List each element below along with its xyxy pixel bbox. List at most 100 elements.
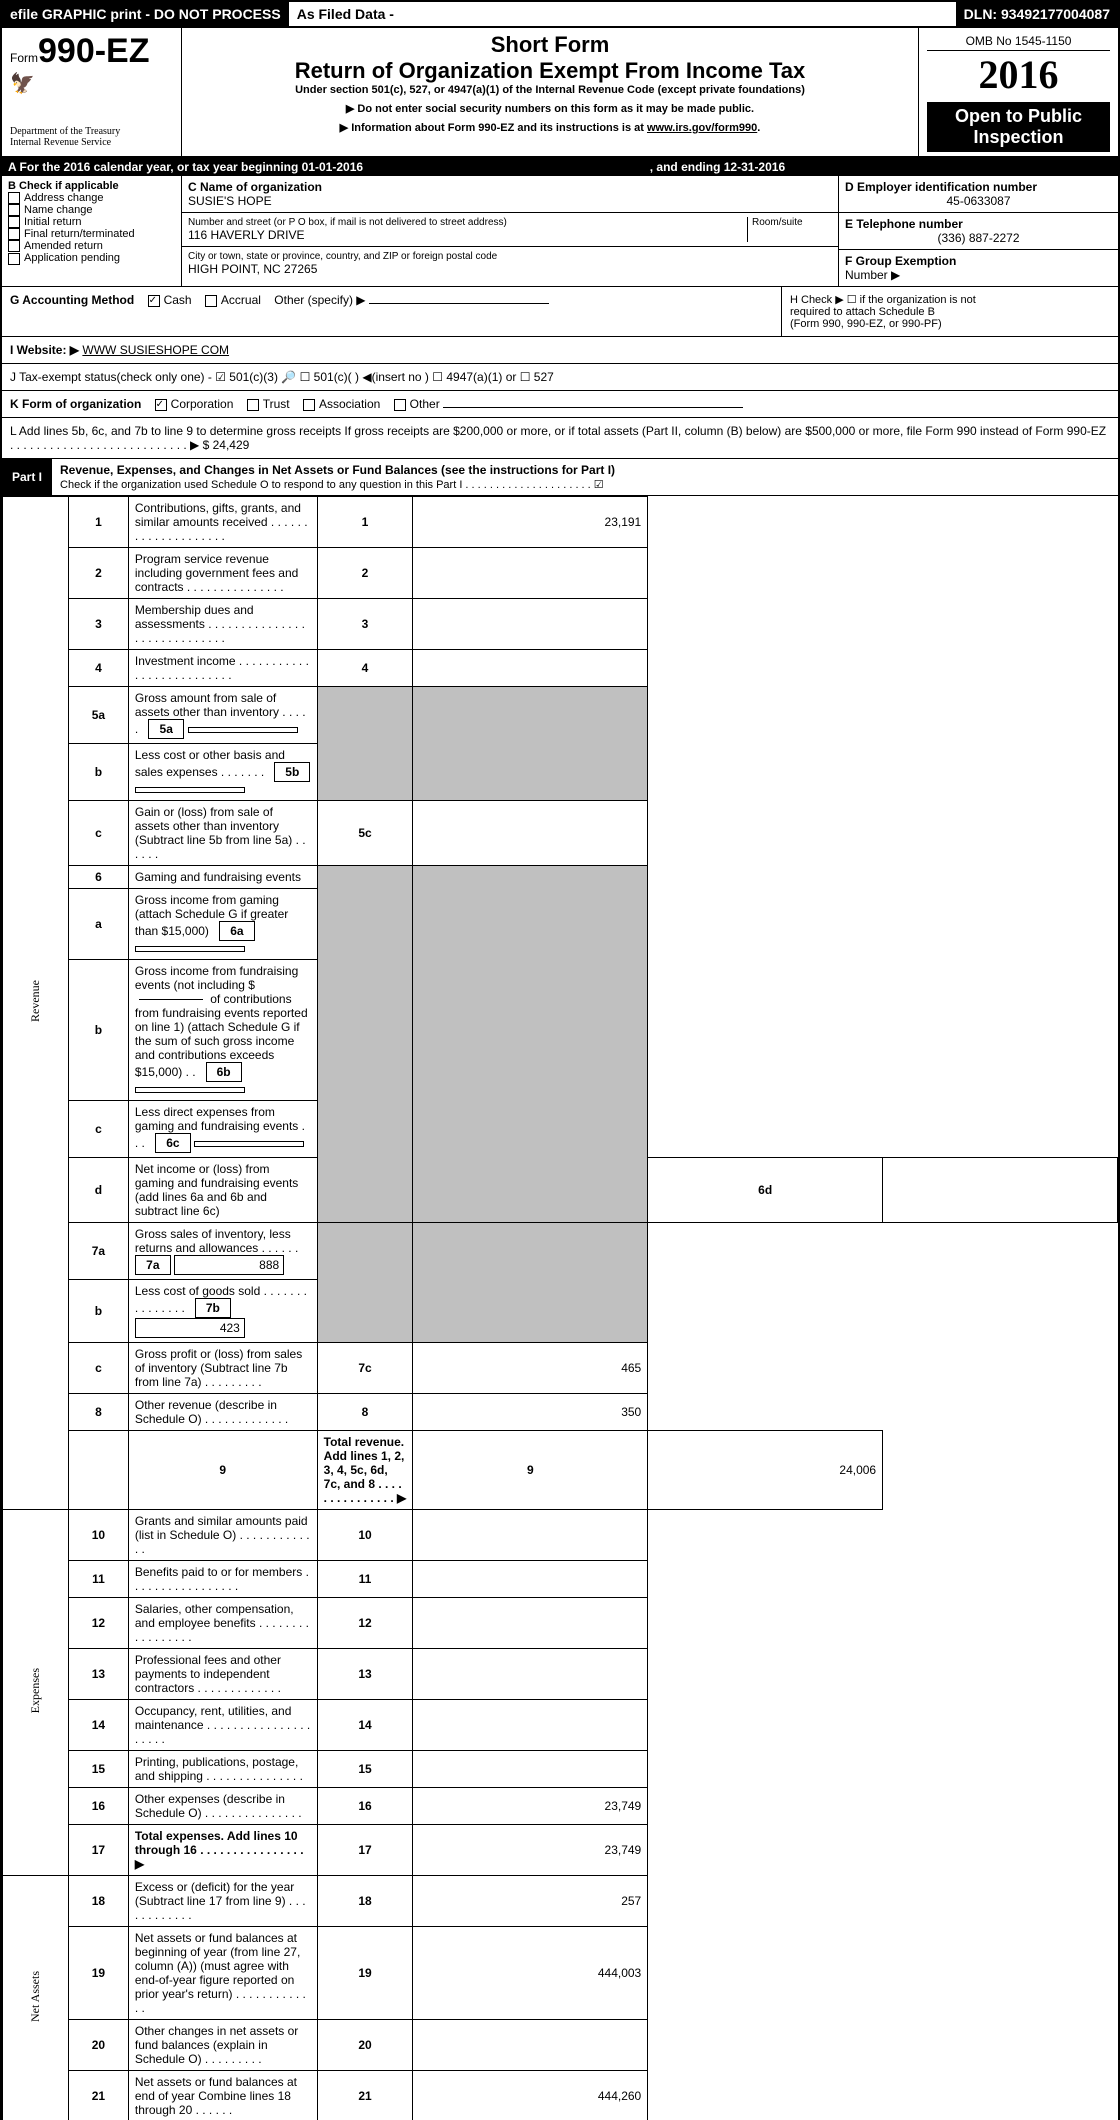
line-6-desc: Gaming and fundraising events: [128, 866, 317, 889]
street-label: Number and street (or P O box, if mail i…: [188, 217, 747, 228]
instruction-2: ▶ Information about Form 990-EZ and its …: [190, 121, 910, 134]
f-label: F Group Exemption: [845, 254, 956, 268]
org-name: SUSIE'S HOPE: [188, 194, 832, 208]
g-label: G Accounting Method: [10, 293, 134, 307]
i-label: I Website: ▶: [10, 343, 79, 357]
line-13-desc: Professional fees and other payments to …: [128, 1649, 317, 1700]
line-7c-desc: Gross profit or (loss) from sales of inv…: [128, 1343, 317, 1394]
dln-label: DLN: 93492177004087: [956, 2, 1118, 26]
ein-value: 45-0633087: [845, 194, 1112, 208]
return-title: Return of Organization Exempt From Incom…: [190, 58, 910, 84]
form-990ez-page: efile GRAPHIC print - DO NOT PROCESS As …: [0, 0, 1120, 2120]
line-5c-desc: Gain or (loss) from sale of assets other…: [128, 801, 317, 866]
top-bar: efile GRAPHIC print - DO NOT PROCESS As …: [2, 2, 1118, 28]
cb-association[interactable]: [303, 399, 315, 411]
cb-final-return[interactable]: [8, 228, 20, 240]
h-box: H Check ▶ ☐ if the organization is not r…: [781, 287, 1118, 336]
k-other-input[interactable]: [443, 407, 743, 408]
eagle-icon: 🦅: [10, 71, 173, 96]
g-other-input[interactable]: [369, 303, 549, 304]
form-number-text: 990-EZ: [38, 32, 150, 70]
efile-label: efile GRAPHIC print - DO NOT PROCESS: [2, 2, 289, 26]
room-label: Room/suite: [747, 217, 832, 242]
form-header: Form990-EZ 🦅 Department of the Treasury …: [2, 28, 1118, 158]
line-6c-desc: Less direct expenses from gaming and fun…: [128, 1101, 317, 1158]
cb-other-org[interactable]: [394, 399, 406, 411]
irs-link[interactable]: www.irs.gov/form990: [647, 122, 757, 134]
b-title: B Check if applicable: [8, 180, 119, 192]
line-5b-desc: Less cost or other basis and sales expen…: [128, 744, 317, 801]
line-21-value: 444,260: [413, 2071, 648, 2120]
k-label: K Form of organization: [10, 397, 141, 411]
cb-amended[interactable]: [8, 240, 20, 252]
line-7b-desc: Less cost of goods sold . . . . . . . . …: [128, 1280, 317, 1343]
section-c: C Name of organization SUSIE'S HOPE Numb…: [182, 176, 838, 286]
street-value: 116 HAVERLY DRIVE: [188, 228, 747, 242]
website-link[interactable]: WWW SUSIESHOPE COM: [82, 343, 229, 357]
line-17-desc: Total expenses. Add lines 10 through 16 …: [128, 1825, 317, 1876]
section-def: D Employer identification number 45-0633…: [838, 176, 1118, 286]
line-a-calendar: A For the 2016 calendar year, or tax yea…: [2, 158, 1118, 176]
cb-address-change[interactable]: [8, 192, 20, 204]
part-1-header: Part I Revenue, Expenses, and Changes in…: [2, 459, 1118, 496]
city-value: HIGH POINT, NC 27265: [188, 262, 832, 276]
line-20-desc: Other changes in net assets or fund bala…: [128, 2020, 317, 2071]
line-18-value: 257: [413, 1876, 648, 1927]
line-6b-amount[interactable]: [139, 999, 203, 1000]
line-7a-desc: Gross sales of inventory, less returns a…: [128, 1223, 317, 1280]
line-3-desc: Membership dues and assessments . . . . …: [128, 599, 317, 650]
line-2-desc: Program service revenue including govern…: [128, 548, 317, 599]
line-5a-desc: Gross amount from sale of assets other t…: [128, 687, 317, 744]
line-8-desc: Other revenue (describe in Schedule O) .…: [128, 1394, 317, 1431]
section-b: B Check if applicable Address change Nam…: [2, 176, 182, 286]
line-10-desc: Grants and similar amounts paid (list in…: [128, 1510, 317, 1561]
line-7c-value: 465: [413, 1343, 648, 1394]
j-row: J Tax-exempt status(check only one) - ☑ …: [2, 364, 1118, 391]
cb-cash[interactable]: [148, 295, 160, 307]
line-12-desc: Salaries, other compensation, and employ…: [128, 1598, 317, 1649]
line-21-desc: Net assets or fund balances at end of ye…: [128, 2071, 317, 2120]
part-1-table: Revenue 1 Contributions, gifts, grants, …: [2, 496, 1118, 2120]
part-1-title: Revenue, Expenses, and Changes in Net As…: [52, 459, 1118, 495]
line-6d-desc: Net income or (loss) from gaming and fun…: [128, 1158, 317, 1223]
g-other: Other (specify) ▶: [274, 293, 365, 307]
line-14-desc: Occupancy, rent, utilities, and maintena…: [128, 1700, 317, 1751]
i-website-row: I Website: ▶ WWW SUSIESHOPE COM: [2, 337, 1118, 364]
open-to-public: Open to Public Inspection: [927, 102, 1110, 152]
cb-corporation[interactable]: [155, 399, 167, 411]
line-6b-desc: Gross income from fundraising events (no…: [128, 960, 317, 1101]
expenses-side-label: Expenses: [3, 1510, 69, 1876]
line-15-desc: Printing, publications, postage, and shi…: [128, 1751, 317, 1788]
telephone-value: (336) 887-2272: [845, 231, 1112, 245]
part-1-label: Part I: [2, 466, 52, 488]
cb-name-change[interactable]: [8, 204, 20, 216]
line-19-value: 444,003: [413, 1927, 648, 2020]
tax-year: 2016: [927, 51, 1110, 98]
line-7b-value: 423: [135, 1318, 245, 1338]
l-text: L Add lines 5b, 6c, and 7b to line 9 to …: [10, 424, 1106, 452]
dept-treasury: Department of the Treasury: [10, 126, 173, 137]
cb-accrual[interactable]: [205, 295, 217, 307]
l-row: L Add lines 5b, 6c, and 7b to line 9 to …: [2, 418, 1118, 459]
cb-initial-return[interactable]: [8, 216, 20, 228]
info-block: B Check if applicable Address change Nam…: [2, 176, 1118, 287]
form-prefix: Form: [10, 51, 38, 65]
line-11-desc: Benefits paid to or for members . . . . …: [128, 1561, 317, 1598]
dept-irs: Internal Revenue Service: [10, 137, 173, 148]
d-label: D Employer identification number: [845, 180, 1037, 194]
line-18-desc: Excess or (deficit) for the year (Subtra…: [128, 1876, 317, 1927]
c-label: C Name of organization: [188, 180, 322, 194]
j-text: J Tax-exempt status(check only one) - ☑ …: [10, 370, 554, 384]
instruction-1: ▶ Do not enter social security numbers o…: [190, 102, 910, 115]
gh-row: G Accounting Method Cash Accrual Other (…: [2, 287, 1118, 337]
cb-trust[interactable]: [247, 399, 259, 411]
line-7a-value: 888: [174, 1255, 284, 1275]
city-label: City or town, state or province, country…: [188, 251, 832, 262]
netassets-side-label: Net Assets: [3, 1876, 69, 2120]
asfiled-label: As Filed Data -: [289, 2, 402, 26]
k-row: K Form of organization Corporation Trust…: [2, 391, 1118, 418]
line-19-desc: Net assets or fund balances at beginning…: [128, 1927, 317, 2020]
short-form-title: Short Form: [190, 32, 910, 58]
line-16-value: 23,749: [413, 1788, 648, 1825]
cb-application-pending[interactable]: [8, 253, 20, 265]
